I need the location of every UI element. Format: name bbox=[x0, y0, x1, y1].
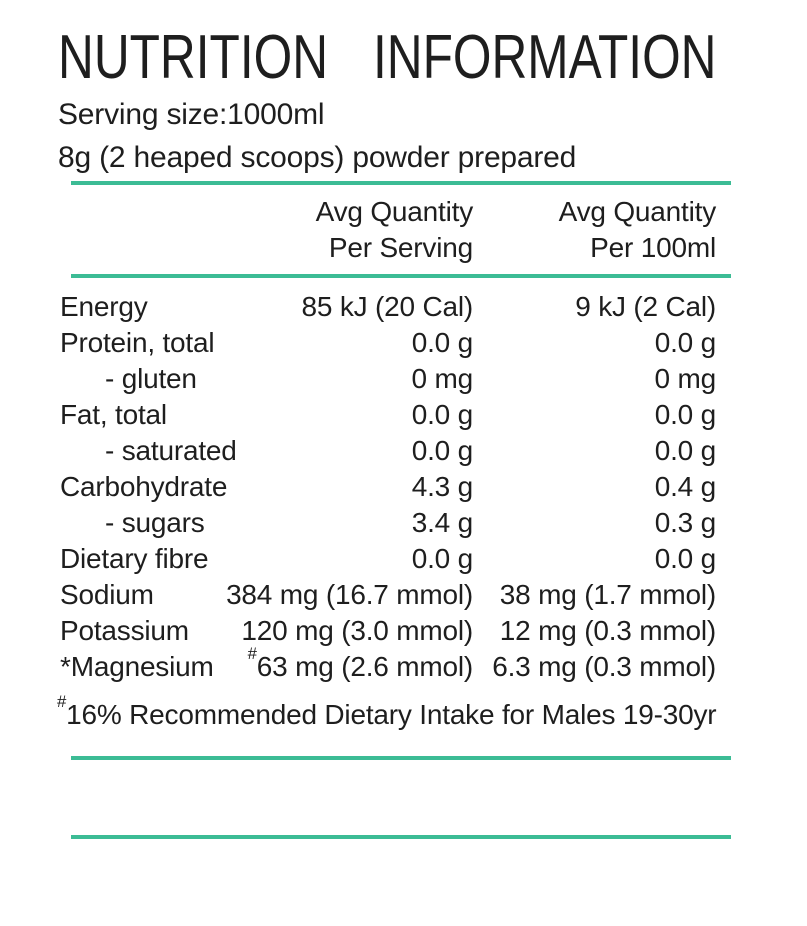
row-label: - saturated bbox=[105, 435, 237, 466]
footnote-text: 16% Recommended Dietary Intake for Males… bbox=[66, 699, 717, 730]
row-label: Energy bbox=[60, 291, 148, 322]
divider-footnote bbox=[71, 756, 731, 760]
divider-bottom bbox=[71, 835, 731, 839]
row-label: *Magnesium bbox=[60, 651, 214, 682]
superscript-hash: # bbox=[57, 691, 67, 711]
row-per-serving: #63 mg (2.6 mmol) bbox=[247, 643, 474, 682]
table-row: - saturated 0.0 g 0.0 g bbox=[60, 433, 716, 469]
row-per-100ml: 12 mg (0.3 mmol) bbox=[499, 615, 716, 646]
table-row: Dietary fibre 0.0 g 0.0 g bbox=[60, 541, 716, 577]
divider-top bbox=[71, 181, 731, 185]
table-row: Sodium 384 mg (16.7 mmol) 38 mg (1.7 mmo… bbox=[60, 577, 716, 613]
column-header-per-serving-line2: Per Serving bbox=[328, 232, 473, 263]
row-per-100ml: 0.0 g bbox=[654, 399, 716, 430]
superscript-hash: # bbox=[247, 643, 257, 663]
row-per-100ml: 0.3 g bbox=[654, 507, 716, 538]
row-label: Fat, total bbox=[60, 399, 167, 430]
row-per-100ml: 38 mg (1.7 mmol) bbox=[499, 579, 716, 610]
row-label: - sugars bbox=[105, 507, 205, 538]
row-per-100ml: 0.4 g bbox=[654, 471, 716, 502]
table-row: - gluten 0 mg 0 mg bbox=[60, 361, 716, 397]
row-per-serving: 0.0 g bbox=[411, 435, 473, 466]
table-row: Carbohydrate 4.3 g 0.4 g bbox=[60, 469, 716, 505]
row-per-100ml: 9 kJ (2 Cal) bbox=[575, 291, 716, 322]
row-per-100ml: 0.0 g bbox=[654, 543, 716, 574]
row-per-serving: 4.3 g bbox=[411, 471, 473, 502]
row-per-100ml: 6.3 mg (0.3 mmol) bbox=[492, 651, 716, 682]
table-row: Energy 85 kJ (20 Cal) 9 kJ (2 Cal) bbox=[60, 289, 716, 325]
serving-prep-line: 8g (2 heaped scoops) powder prepared bbox=[58, 141, 577, 174]
page-title: NUTRITION INFORMATION bbox=[58, 23, 717, 92]
table-row: Fat, total 0.0 g 0.0 g bbox=[60, 397, 716, 433]
row-per-100ml: 0.0 g bbox=[654, 435, 716, 466]
column-header-spacer bbox=[60, 194, 210, 266]
column-header-per-100ml-line1: Avg Quantity bbox=[558, 196, 717, 227]
divider-header bbox=[71, 274, 731, 278]
table-row: Protein, total 0.0 g 0.0 g bbox=[60, 325, 716, 361]
row-per-serving: 0.0 g bbox=[411, 543, 473, 574]
row-per-serving: 0.0 g bbox=[411, 327, 473, 358]
row-label: - gluten bbox=[105, 363, 197, 394]
row-per-serving: 85 kJ (20 Cal) bbox=[301, 291, 474, 322]
row-per-serving: 3.4 g bbox=[411, 507, 473, 538]
row-per-100ml: 0 mg bbox=[654, 363, 717, 394]
row-label: Carbohydrate bbox=[60, 471, 228, 502]
row-label: Dietary fibre bbox=[60, 543, 209, 574]
column-header-per-100ml-line2: Per 100ml bbox=[590, 232, 716, 263]
table-row: *Magnesium #63 mg (2.6 mmol) 6.3 mg (0.3… bbox=[60, 643, 716, 685]
row-label: Protein, total bbox=[60, 327, 215, 358]
footnote: #16% Recommended Dietary Intake for Male… bbox=[57, 693, 807, 732]
serving-info: Serving size:1000ml 8g (2 heaped scoops)… bbox=[58, 93, 807, 179]
row-per-serving: 0 mg bbox=[411, 363, 474, 394]
table-row: Potassium 120 mg (3.0 mmol) 12 mg (0.3 m… bbox=[60, 613, 716, 649]
nutrition-rows: Energy 85 kJ (20 Cal) 9 kJ (2 Cal) Prote… bbox=[0, 289, 807, 685]
column-header-per-serving-line1: Avg Quantity bbox=[315, 196, 474, 227]
row-label: Potassium bbox=[60, 615, 189, 646]
row-label: Sodium bbox=[60, 579, 154, 610]
column-header-per-serving: Avg Quantity Per Serving bbox=[210, 194, 474, 266]
column-headers: Avg Quantity Per Serving Avg Quantity Pe… bbox=[60, 194, 717, 266]
row-per-serving: 0.0 g bbox=[411, 399, 473, 430]
nutrition-label: NUTRITION INFORMATION Serving size:1000m… bbox=[0, 27, 807, 926]
row-per-serving: 384 mg (16.7 mmol) bbox=[226, 579, 473, 610]
column-header-per-100ml: Avg Quantity Per 100ml bbox=[473, 194, 717, 266]
serving-size-line: Serving size:1000ml bbox=[58, 98, 325, 131]
table-row: - sugars 3.4 g 0.3 g bbox=[60, 505, 716, 541]
row-per-serving: 120 mg (3.0 mmol) bbox=[241, 615, 473, 646]
row-per-100ml: 0.0 g bbox=[654, 327, 716, 358]
